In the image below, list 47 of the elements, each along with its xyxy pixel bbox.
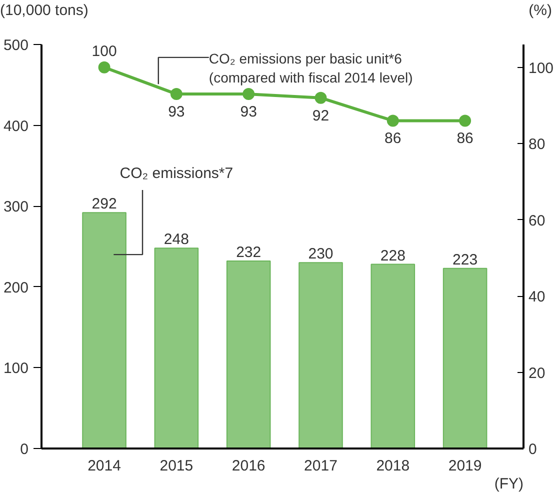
point <box>242 88 255 100</box>
y2-tick-label: 100 <box>528 60 554 77</box>
y-tick-label: 100 <box>3 360 29 378</box>
point <box>170 88 182 100</box>
data-label: 230 <box>308 246 334 263</box>
data-label: 232 <box>236 244 262 262</box>
y2-axis-title: (%) <box>528 1 552 21</box>
x-tick-label: 2015 <box>160 458 194 474</box>
data-label: 248 <box>164 231 189 248</box>
point <box>386 114 399 127</box>
bar <box>154 248 199 448</box>
y2-tick-label: 60 <box>528 212 546 230</box>
y-tick-label: 400 <box>3 118 29 135</box>
data-label: 292 <box>92 196 117 213</box>
x-tick-label: 2014 <box>88 458 121 474</box>
data-label: 93 <box>168 103 185 120</box>
data-label: 223 <box>452 251 478 268</box>
text: CO₂ emissions*7 <box>120 164 234 182</box>
series-label: CO₂ emissions per basic unit*6 (compared with fiscal 2014 level) <box>208 50 413 86</box>
y2-tick-label: 40 <box>528 288 546 306</box>
y-axis-title: (10,000 tons) <box>0 1 88 21</box>
x-tick-label: 2017 <box>304 458 338 474</box>
y-tick-label: 300 <box>3 198 29 216</box>
x-tick-label: 2019 <box>448 458 482 474</box>
bar <box>370 264 416 448</box>
data-label: 86 <box>456 130 474 148</box>
data-label: 92 <box>312 107 330 124</box>
x-axis-title: (FY) <box>494 476 524 492</box>
data-label: 100 <box>92 42 117 60</box>
x-tick-label: 2016 <box>232 458 266 474</box>
y2-tick-label: 20 <box>528 364 546 382</box>
y2-tick-label: 0 <box>528 441 537 458</box>
y-tick-label: 500 <box>3 37 29 54</box>
point <box>98 61 110 74</box>
data-label: 86 <box>384 130 402 148</box>
point <box>314 92 327 104</box>
y-tick-label: 0 <box>20 441 28 458</box>
data-label: 93 <box>240 103 257 120</box>
x-tick-label: 2018 <box>376 458 410 474</box>
bar <box>298 262 343 448</box>
point <box>459 114 472 127</box>
data-label: 228 <box>380 247 406 264</box>
bar <box>82 212 126 448</box>
y-tick-label: 200 <box>3 279 29 296</box>
bar <box>442 268 488 448</box>
y2-tick-label: 80 <box>528 136 546 154</box>
bar <box>226 260 271 448</box>
